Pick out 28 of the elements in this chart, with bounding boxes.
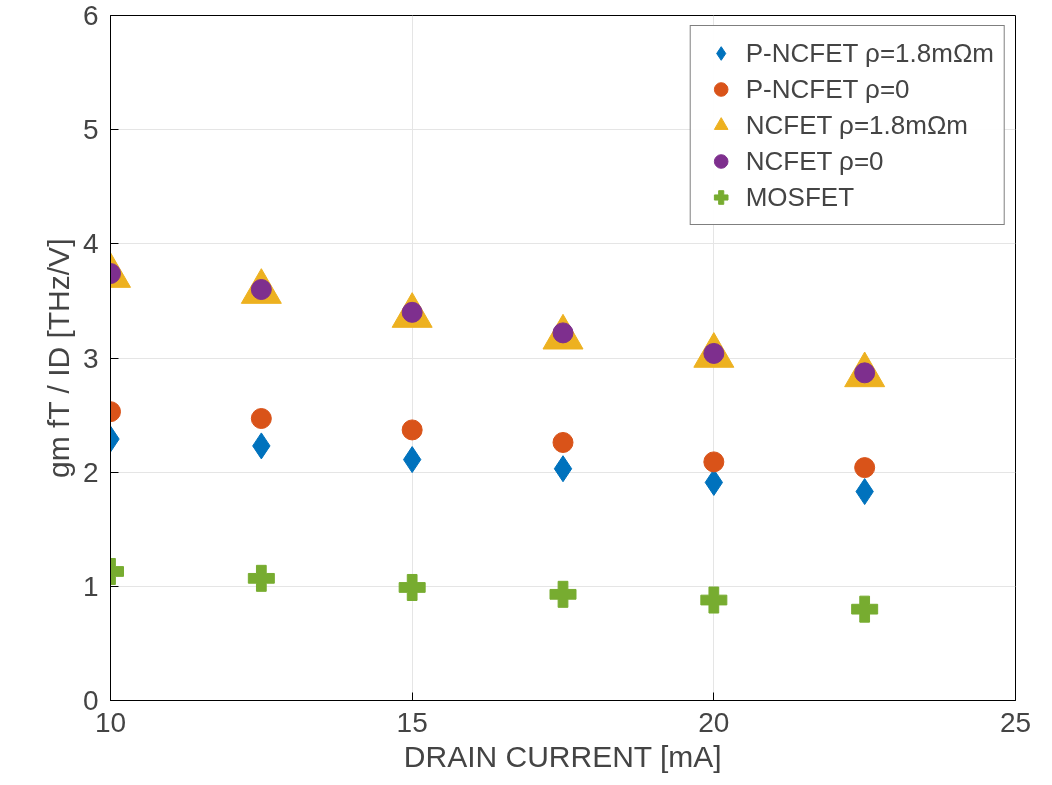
x-axis-title: DRAIN CURRENT [mA]: [403, 739, 722, 773]
y-tick-label: 6: [82, 0, 99, 31]
legend-label: MOSFET: [745, 181, 855, 213]
point: [250, 408, 272, 429]
y-tick-label: 3: [82, 342, 99, 374]
point: [703, 451, 725, 473]
point: [247, 564, 275, 592]
legend-label: P-NCFET ρ=0: [745, 73, 910, 105]
legend-label: NCFET ρ=0: [745, 145, 884, 177]
legend-label: NCFET ρ=1.8mΩm: [745, 109, 968, 141]
y-tick-label: 5: [82, 114, 99, 146]
y-tick-label: 4: [82, 228, 99, 260]
point: [700, 586, 728, 614]
point: [854, 457, 876, 479]
point: [552, 432, 574, 453]
y-tick-label: 2: [82, 456, 99, 488]
x-tick-label: 25: [999, 706, 1032, 738]
point: [398, 573, 426, 601]
x-tick-label: 20: [698, 706, 730, 738]
point: [553, 455, 573, 483]
legend-label: P-NCFET ρ=1.8mΩm: [745, 37, 994, 69]
x-tick-label: 15: [396, 706, 428, 738]
point: [401, 419, 423, 441]
point: [549, 580, 577, 608]
y-axis-title: gm fT / ID [THz/V]: [41, 238, 75, 479]
y-tick-label: 1: [82, 570, 99, 602]
point: [851, 595, 879, 623]
y-tick-label: 0: [82, 685, 99, 716]
